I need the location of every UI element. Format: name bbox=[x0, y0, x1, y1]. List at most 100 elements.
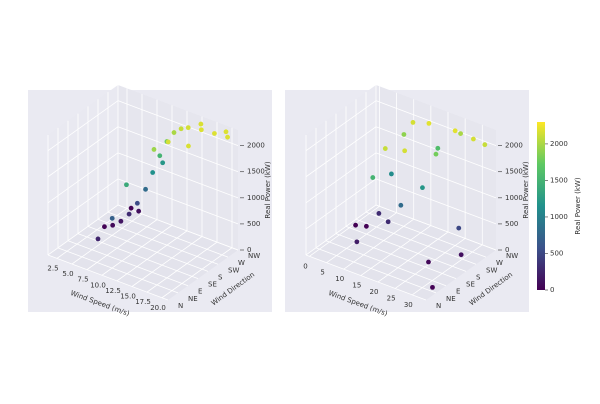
x-tick-label: 30 bbox=[404, 301, 413, 309]
colorbar-label: Real Power (kW) bbox=[574, 177, 582, 234]
data-point bbox=[160, 160, 166, 166]
y-tick-label: E bbox=[456, 288, 460, 296]
data-point bbox=[382, 146, 388, 151]
data-point bbox=[198, 121, 204, 127]
x-tick-label: 20 bbox=[370, 288, 379, 296]
z-tick-label: 500 bbox=[247, 220, 260, 228]
grid-line bbox=[47, 100, 119, 151]
data-point bbox=[354, 239, 360, 245]
y-tick-label: SE bbox=[208, 281, 217, 289]
grid-line bbox=[412, 244, 483, 296]
y-tick-label: S bbox=[218, 273, 223, 281]
y-tick-label: NE bbox=[188, 295, 198, 303]
x-tick-label: 25 bbox=[387, 294, 396, 302]
grid-line bbox=[47, 254, 169, 301]
data-point bbox=[134, 200, 140, 206]
colorbar-tick-label: 2000 bbox=[550, 140, 568, 148]
data-point bbox=[185, 125, 191, 131]
z-axis-label: Real Power (kW) bbox=[522, 161, 530, 218]
z-axis-label: Real Power (kW) bbox=[264, 161, 272, 218]
back-pane bbox=[376, 85, 496, 250]
x-tick-label: 17.5 bbox=[135, 298, 151, 306]
y-tick-label: W bbox=[238, 259, 245, 267]
x-tick-label: 5.0 bbox=[62, 270, 73, 278]
y-tick-label: SE bbox=[466, 281, 475, 289]
grid-line bbox=[365, 211, 487, 258]
z-tick-label: 0 bbox=[505, 246, 509, 254]
data-point bbox=[458, 252, 464, 258]
data-point bbox=[109, 215, 115, 221]
data-point bbox=[118, 218, 124, 224]
grid-line bbox=[345, 226, 467, 272]
grid-line bbox=[305, 152, 377, 204]
z-tick-label: 2000 bbox=[505, 142, 523, 150]
side-pane bbox=[48, 85, 118, 255]
side-pane bbox=[306, 85, 376, 255]
data-point bbox=[452, 128, 458, 134]
grid-line bbox=[107, 211, 229, 258]
y-tick-label: E bbox=[198, 288, 202, 296]
data-point bbox=[178, 126, 184, 132]
data-point bbox=[402, 148, 408, 154]
grid-line bbox=[305, 254, 427, 301]
grid-line bbox=[305, 126, 377, 178]
data-point bbox=[136, 208, 142, 214]
data-point bbox=[95, 236, 101, 242]
x-tick-label: 12.5 bbox=[105, 287, 121, 295]
grid-line bbox=[117, 100, 239, 147]
data-point bbox=[151, 147, 157, 152]
grid-line bbox=[375, 204, 497, 251]
data-point bbox=[124, 182, 129, 188]
data-point bbox=[458, 131, 464, 136]
data-point bbox=[385, 219, 391, 225]
y-tick-label: N bbox=[178, 302, 183, 310]
data-point bbox=[426, 120, 432, 126]
data-point bbox=[388, 171, 394, 177]
back-pane bbox=[118, 85, 238, 250]
data-point bbox=[401, 132, 407, 137]
grid-line bbox=[57, 247, 179, 294]
z-tick-label: 1500 bbox=[247, 168, 265, 176]
grid-line bbox=[131, 236, 203, 287]
grid-line bbox=[355, 218, 477, 265]
grid-line bbox=[87, 226, 209, 272]
data-point bbox=[430, 284, 435, 290]
z-tick-label: 2000 bbox=[247, 142, 265, 150]
grid-line bbox=[309, 205, 380, 257]
grid-line bbox=[375, 178, 497, 225]
y-tick-label: SW bbox=[228, 266, 239, 274]
data-point bbox=[157, 153, 163, 159]
grid-line bbox=[375, 100, 497, 147]
grid-line bbox=[305, 100, 377, 151]
grid-line bbox=[101, 224, 173, 276]
grid-line bbox=[47, 126, 119, 178]
grid-line bbox=[326, 212, 397, 264]
data-point bbox=[225, 134, 230, 140]
y-tick-label: NW bbox=[506, 252, 518, 260]
data-point bbox=[150, 170, 156, 175]
grid-line bbox=[47, 204, 119, 256]
data-point bbox=[186, 143, 191, 149]
colorbar bbox=[537, 122, 545, 290]
grid-line bbox=[56, 208, 128, 259]
colorbar-tick-label: 500 bbox=[550, 249, 563, 257]
x-tick-label: 7.5 bbox=[77, 276, 88, 284]
grid-line bbox=[67, 240, 189, 287]
data-point bbox=[433, 151, 439, 157]
data-point bbox=[363, 223, 369, 229]
grid-line bbox=[146, 241, 218, 293]
x-tick-label: 10 bbox=[335, 275, 344, 283]
grid-line bbox=[71, 213, 143, 265]
y-tick-label: SW bbox=[486, 266, 497, 274]
colorbar-tick-label: 0 bbox=[550, 286, 554, 294]
z-tick-label: 500 bbox=[505, 220, 518, 228]
data-point bbox=[165, 139, 171, 145]
grid-line bbox=[47, 152, 119, 204]
data-point bbox=[223, 129, 229, 135]
data-point bbox=[398, 202, 404, 208]
grid-line bbox=[117, 178, 239, 225]
data-point bbox=[102, 224, 107, 230]
z-tick-label: 1500 bbox=[505, 168, 523, 176]
